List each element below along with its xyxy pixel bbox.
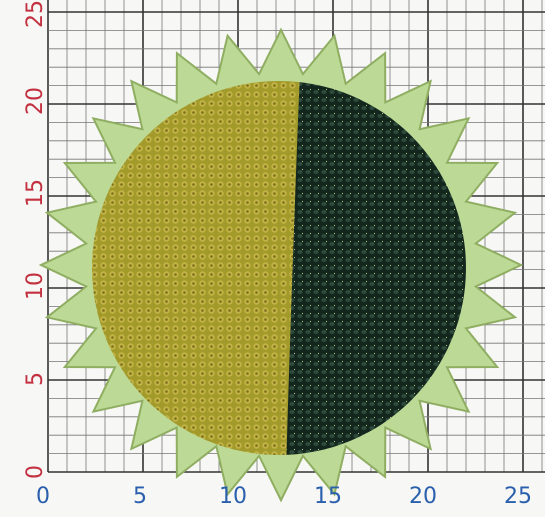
x-axis-label: 25 xyxy=(504,484,532,509)
y-axis-label: 20 xyxy=(23,87,48,115)
x-axis-label: 10 xyxy=(219,484,247,509)
y-axis-label: 5 xyxy=(23,372,48,386)
y-axis-label: 10 xyxy=(23,272,48,300)
x-axis-label: 0 xyxy=(36,484,50,509)
x-axis-label: 15 xyxy=(314,484,342,509)
axis-labels: 0 5 10 15 20 25 0 5 10 15 20 25 xyxy=(23,0,532,509)
y-axis-label: 25 xyxy=(23,0,48,28)
y-axis-label: 15 xyxy=(23,179,48,207)
x-axis-label: 5 xyxy=(133,484,147,509)
y-axis-label: 0 xyxy=(23,465,48,479)
x-axis-label: 20 xyxy=(409,484,437,509)
seed-half xyxy=(286,81,466,455)
